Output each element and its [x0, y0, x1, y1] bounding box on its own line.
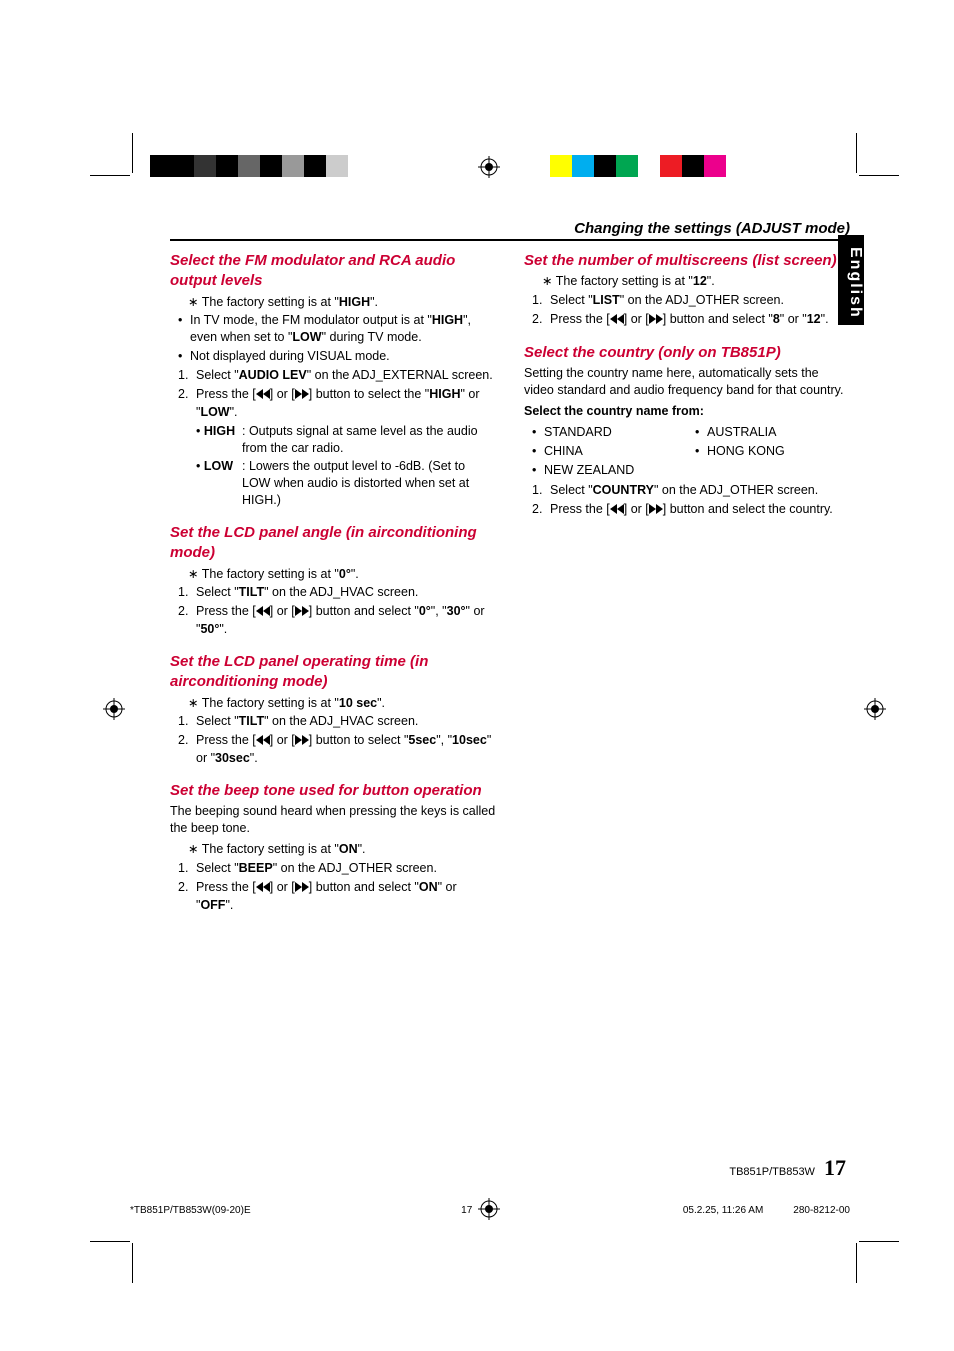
- page-footer: TB851P/TB853W 17: [729, 1155, 846, 1181]
- step: Select "AUDIO LEV" on the ADJ_EXTERNAL s…: [178, 367, 496, 384]
- factory-note: The factory setting is at "12".: [542, 273, 850, 290]
- country-item: STANDARD: [532, 424, 687, 441]
- subhead: Set the LCD panel angle (in aircondition…: [170, 523, 496, 564]
- right-column: Set the number of multiscreens (list scr…: [524, 251, 850, 916]
- country-item: CHINA: [532, 443, 687, 460]
- page-number: 17: [824, 1155, 846, 1180]
- color-calibration-bar: [550, 155, 748, 177]
- registration-mark-icon: [478, 156, 500, 178]
- factory-note: The factory setting is at "ON".: [188, 841, 496, 858]
- rewind-icon: [256, 880, 270, 897]
- subhead: Select the FM modulator and RCA audio ou…: [170, 251, 496, 292]
- step: Press the [] or [] button and select "0°…: [178, 603, 496, 638]
- forward-icon: [295, 387, 309, 404]
- rewind-icon: [610, 312, 624, 329]
- crop-mark: [859, 175, 899, 176]
- forward-icon: [649, 502, 663, 519]
- step: Select "BEEP" on the ADJ_OTHER screen.: [178, 860, 496, 877]
- section-header: Changing the settings (ADJUST mode): [170, 220, 850, 241]
- step: Select "TILT" on the ADJ_HVAC screen.: [178, 584, 496, 601]
- country-item: NEW ZEALAND: [532, 462, 687, 479]
- country-list: STANDARD CHINA NEW ZEALAND AUSTRALIA HON…: [524, 422, 850, 481]
- print-mid: 17: [251, 1205, 683, 1216]
- rewind-icon: [256, 604, 270, 621]
- country-item: AUSTRALIA: [695, 424, 850, 441]
- forward-icon: [295, 880, 309, 897]
- step: Press the [] or [] button and select "8"…: [532, 311, 850, 329]
- factory-note: The factory setting is at "10 sec".: [188, 695, 496, 712]
- crop-mark: [132, 133, 133, 173]
- factory-note: The factory setting is at "HIGH".: [188, 294, 496, 311]
- crop-mark: [90, 1241, 130, 1242]
- rewind-icon: [610, 502, 624, 519]
- forward-icon: [649, 312, 663, 329]
- step: Select "LIST" on the ADJ_OTHER screen.: [532, 292, 850, 309]
- subhead: Select the country (only on TB851P): [524, 343, 850, 363]
- factory-note: The factory setting is at "0°".: [188, 566, 496, 583]
- registration-mark-icon: [103, 698, 125, 720]
- intro-text: Setting the country name here, automatic…: [524, 365, 850, 399]
- step: Press the [] or [] button and select the…: [532, 501, 850, 519]
- subhead: Set the beep tone used for button operat…: [170, 781, 496, 801]
- print-file: *TB851P/TB853W(09-20)E: [130, 1205, 251, 1216]
- grayscale-calibration-bar: [150, 155, 370, 177]
- country-item: HONG KONG: [695, 443, 850, 460]
- intro-text: The beeping sound heard when pressing th…: [170, 803, 496, 837]
- forward-icon: [295, 733, 309, 750]
- subhead: Set the number of multiscreens (list scr…: [524, 251, 850, 271]
- step: Select "TILT" on the ADJ_HVAC screen.: [178, 713, 496, 730]
- rewind-icon: [256, 387, 270, 404]
- print-date: 05.2.25, 11:26 AM: [683, 1205, 763, 1216]
- model-label: TB851P/TB853W: [729, 1166, 815, 1178]
- subhead: Set the LCD panel operating time (in air…: [170, 652, 496, 693]
- crop-mark: [856, 133, 857, 173]
- rewind-icon: [256, 733, 270, 750]
- crop-mark: [132, 1243, 133, 1283]
- sub-bullet: LOW: Lowers the output level to -6dB. (S…: [196, 458, 496, 509]
- left-column: Select the FM modulator and RCA audio ou…: [170, 251, 496, 916]
- print-code: 280-8212-00: [793, 1205, 850, 1216]
- registration-mark-icon: [864, 698, 886, 720]
- page-content: Changing the settings (ADJUST mode) Sele…: [170, 220, 850, 916]
- step: Press the [] or [] button to select "5se…: [178, 732, 496, 767]
- forward-icon: [295, 604, 309, 621]
- bullet: Not displayed during VISUAL mode.: [178, 348, 496, 365]
- crop-mark: [856, 1243, 857, 1283]
- step: Select "COUNTRY" on the ADJ_OTHER screen…: [532, 482, 850, 499]
- crop-mark: [859, 1241, 899, 1242]
- sub-bullet: HIGH: Outputs signal at same level as th…: [196, 423, 496, 457]
- bullet: In TV mode, the FM modulator output is a…: [178, 312, 496, 346]
- step: Press the [] or [] button and select "ON…: [178, 879, 496, 914]
- step: Press the [] or [] button to select the …: [178, 386, 496, 509]
- print-footer: *TB851P/TB853W(09-20)E 17 05.2.25, 11:26…: [130, 1205, 850, 1216]
- list-label: Select the country name from:: [524, 403, 850, 420]
- crop-mark: [90, 175, 130, 176]
